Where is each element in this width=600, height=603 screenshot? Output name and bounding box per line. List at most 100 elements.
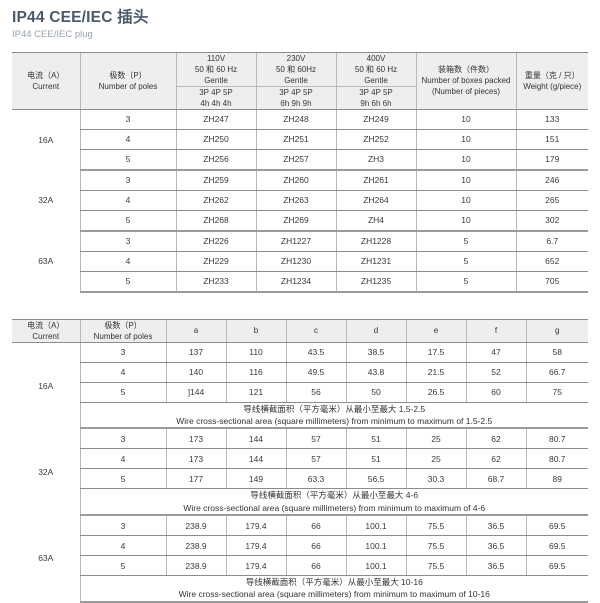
cell2-dim-c: 57 <box>285 448 346 470</box>
cell2-dim-e: 75.5 <box>405 555 466 577</box>
table1-body: 16A 3 ZH247 ZH248 ZH249 10 133 4 ZH250 Z… <box>12 109 588 293</box>
cell2-dim-g: 89 <box>525 468 588 490</box>
cell2-poles: 4 <box>79 362 166 383</box>
cell2-dim-e: 26.5 <box>405 382 466 403</box>
cell-400v-code: ZH1228 <box>335 230 416 252</box>
cell2-dim-a: 137 <box>165 342 226 363</box>
cell-400v-code: ZH3 <box>335 149 416 171</box>
cell2-dim-f: 60 <box>465 382 526 403</box>
table-row: 32A 3 173 144 57 51 25 62 80.7 <box>12 428 588 477</box>
th2-dim-a: a <box>165 318 226 343</box>
table-row: 63A 3 ZH226 ZH1227 ZH1228 5 6.7 <box>12 230 588 266</box>
wire-note-cn: 导线横截面积（平方毫米）从最小至最大 1.5-2.5 <box>243 403 426 414</box>
cell2-poles: 5 <box>79 382 166 403</box>
cell-poles: 3 <box>79 109 176 130</box>
cell-230v-code: ZH251 <box>255 129 336 150</box>
wire-note-cn: 导线横截面积（平方毫米）从最小至最大 4-6 <box>250 490 419 501</box>
cell2-current-63a: 63A <box>38 553 54 564</box>
cell-poles: 5 <box>79 271 176 293</box>
cell-boxes: 10 <box>415 169 516 191</box>
cell2-dim-c: 57 <box>285 428 346 450</box>
cell2-poles: 4 <box>79 535 166 557</box>
cell2-dim-e: 25 <box>405 428 466 450</box>
cell2-dim-g: 80.7 <box>525 448 588 470</box>
th-110v: 110V 50 和 60 Hz Gentle <box>175 51 256 87</box>
cell2-dim-d: 38.5 <box>345 342 406 363</box>
cell-110v-code: ZH268 <box>175 210 256 232</box>
cell-boxes: 10 <box>415 149 516 171</box>
cell-weight: 179 <box>515 149 588 171</box>
cell2-dim-a: 173 <box>165 448 226 470</box>
th-boxes-cn: 装箱数（件数） <box>438 65 494 75</box>
cell2-dim-c: 66 <box>285 535 346 557</box>
th-110v-poleconfig: 3P 4P 5P 4h 4h 4h <box>175 86 256 110</box>
cell-110v-code: ZH256 <box>175 149 256 171</box>
th-400v: 400V 50 和 60 Hz Gentle <box>335 51 416 87</box>
cell2-dim-c: 49.5 <box>285 362 346 383</box>
th-poles-cn: 极数（P） <box>109 70 147 80</box>
cell-110v-code: ZH259 <box>175 169 256 191</box>
cell-poles: 5 <box>79 149 176 171</box>
cell-weight: 265 <box>515 190 588 211</box>
th-boxes-en2: (Number of pieces) <box>431 87 501 97</box>
cell2-dim-f: 62 <box>465 448 526 470</box>
cell-weight: 652 <box>515 251 588 272</box>
th-current-en: Current <box>32 81 60 91</box>
table-row: 4 ZH262 ZH263 ZH264 10 265 <box>12 190 588 211</box>
th-230v-type: Gentle <box>284 75 308 85</box>
th2-dim-b: b <box>225 318 286 343</box>
cell2-dim-c: 66 <box>285 555 346 577</box>
wire-note-32a: 导线横截面积（平方毫米）从最小至最大 4-6 Wire cross-sectio… <box>79 488 588 517</box>
table-row: 5 ZH268 ZH269 ZH4 10 302 <box>12 210 588 232</box>
th2-current-cn: 电流（A） <box>27 320 65 330</box>
cell-poles: 4 <box>79 129 176 150</box>
cell2-dim-e: 75.5 <box>405 515 466 537</box>
cell2-dim-c: 66 <box>285 515 346 537</box>
wire-note-63a: 导线横截面积（平方毫米）从最小至最大 10-16 Wire cross-sect… <box>79 575 588 603</box>
cell-current-63a: 63A <box>38 256 54 267</box>
cell-230v-code: ZH257 <box>255 149 336 171</box>
th2-dim-e: e <box>405 318 466 343</box>
page-title: IP44 CEE/IEC 插头 <box>12 9 149 26</box>
cell2-dim-d: 56.5 <box>345 468 406 490</box>
order-code-table: 电流（A） Current 极数（P） Number of poles 110V… <box>12 51 588 293</box>
cell2-current-16a: 16A <box>38 380 54 391</box>
cell2-dim-d: 51 <box>345 428 406 450</box>
cell-400v-code: ZH261 <box>335 169 416 191</box>
th-weight: 重量（克 / 只） Weight (g/piece) <box>515 51 588 110</box>
table-gap-spacer <box>0 293 600 319</box>
cell2-dim-d: 43.8 <box>345 362 406 383</box>
table-row: 16A 3 137 110 43.5 38.5 17.5 47 58 <box>12 342 588 391</box>
cell-weight: 246 <box>515 169 588 191</box>
th-110v-poles: 3P 4P 5P <box>199 87 233 97</box>
cell-230v-code: ZH1227 <box>255 230 336 252</box>
cell2-dim-b: 110 <box>225 342 286 363</box>
cell2-dim-b: 149 <box>225 468 286 490</box>
th-boxes-en1: Number of boxes packed <box>421 76 511 86</box>
cell-110v-code: ZH250 <box>175 129 256 150</box>
cell-boxes: 5 <box>415 271 516 293</box>
cell2-dim-a: ]144 <box>165 382 226 403</box>
cell2-dim-g: 58 <box>525 342 588 363</box>
cell2-dim-a: 238.9 <box>165 515 226 537</box>
dimension-table: 电流（A） Current 极数（P） Number of poles a b … <box>12 318 588 603</box>
cell2-dim-e: 30.3 <box>405 468 466 490</box>
cell-230v-code: ZH260 <box>255 169 336 191</box>
th-weight-cn: 重量（克 / 只） <box>524 70 580 80</box>
wire-note-row: 导线横截面积（平方毫米）从最小至最大 10-16 Wire cross-sect… <box>12 575 588 603</box>
cell2-dim-g: 69.5 <box>525 555 588 577</box>
th-400v-poles: 3P 4P 5P <box>359 87 393 97</box>
dimension-table-wrap: 电流（A） Current 极数（P） Number of poles a b … <box>0 318 600 603</box>
cell2-dim-b: 144 <box>225 428 286 450</box>
th2-poles: 极数（P） Number of poles <box>79 318 166 343</box>
cell-weight: 302 <box>515 210 588 232</box>
cell-poles: 4 <box>79 251 176 272</box>
page-subtitle: IP44 CEE/IEC plug <box>12 29 93 41</box>
cell2-dim-d: 100.1 <box>345 555 406 577</box>
table-row: 4 ZH250 ZH251 ZH252 10 151 <box>12 129 588 150</box>
cell2-dim-b: 179.4 <box>225 555 286 577</box>
cell2-dim-f: 52 <box>465 362 526 383</box>
cell2-dim-f: 68.7 <box>465 468 526 490</box>
cell-boxes: 10 <box>415 210 516 232</box>
cell-230v-code: ZH248 <box>255 109 336 130</box>
